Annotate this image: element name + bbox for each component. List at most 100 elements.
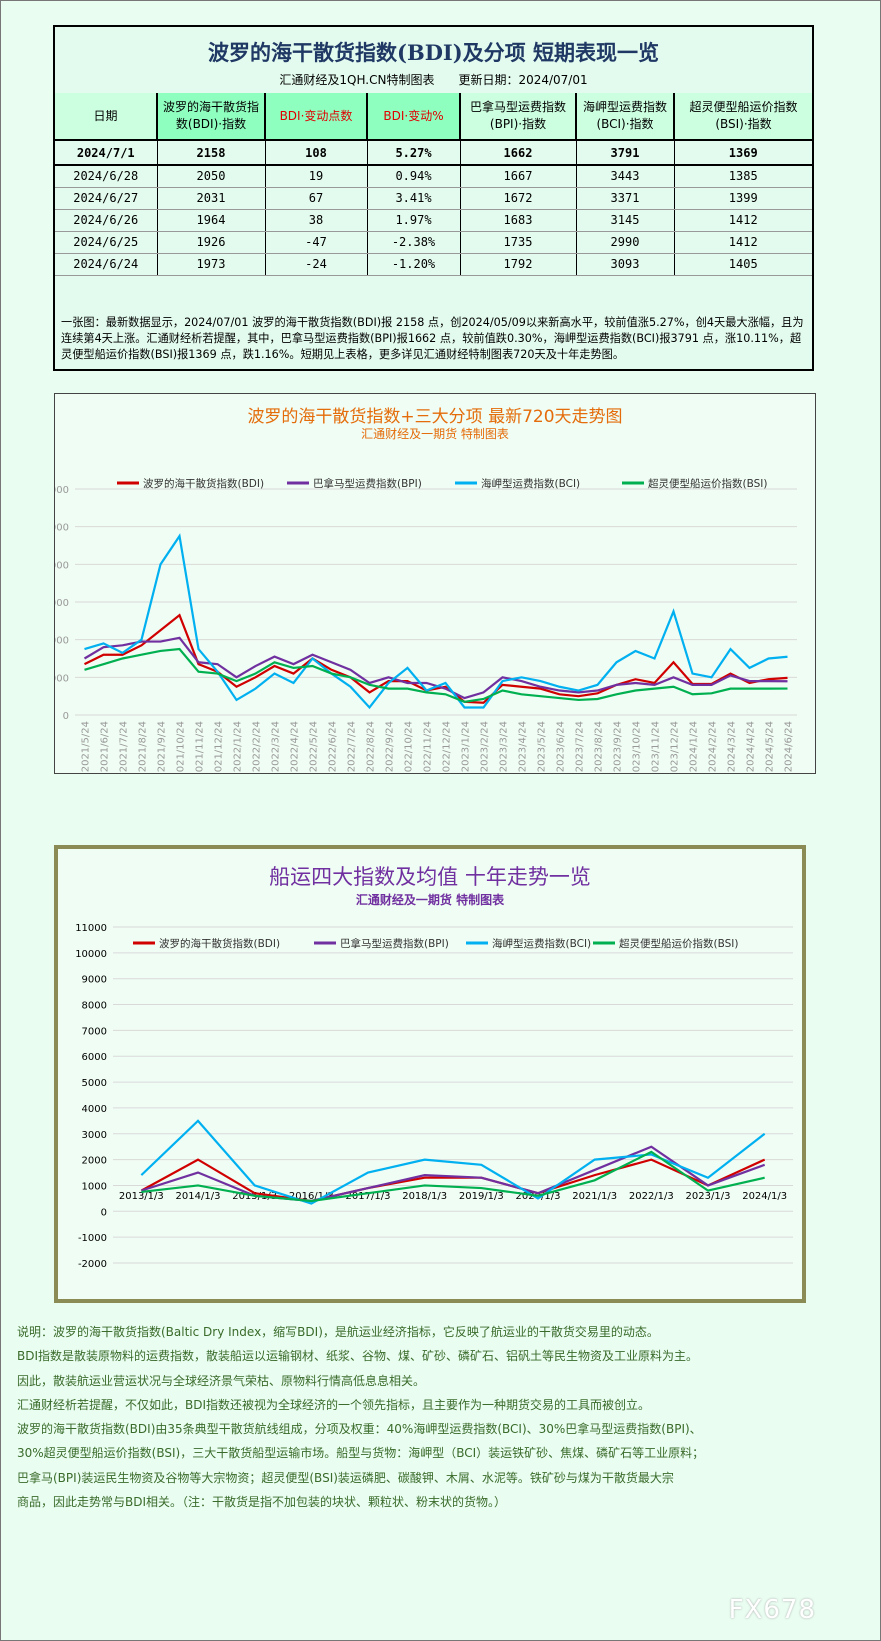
x-tick-label: 2023/2/24 xyxy=(480,721,491,772)
y-tick-label: 0 xyxy=(101,1207,107,1218)
x-tick-label: 2023/1/3 xyxy=(686,1191,731,1202)
description-line: 商品，因此走势常与BDI相关。（注：干散货是指不加包装的块状、颗粒状、粉末状的货… xyxy=(17,1495,507,1510)
legend-label: 巴拿马型运费指数(BPI) xyxy=(313,477,422,490)
table-cell: 2024/6/27 xyxy=(55,187,157,210)
y-tick-label: 2000 xyxy=(55,673,69,684)
table-cell: 1964 xyxy=(156,209,265,232)
legend-label: 波罗的海干散货指数(BDI) xyxy=(143,477,264,490)
description-line: 30%超灵便型船运价指数(BSI)，三大干散货船型运输市场。船型与货物：海岬型（… xyxy=(17,1446,705,1461)
x-tick-label: 2021/9/24 xyxy=(157,721,168,772)
table-cell: 2990 xyxy=(575,231,674,254)
chart1-subtitle: 汇通财经及一期货 特制图表 xyxy=(361,427,509,441)
x-tick-label: 2021/12/24 xyxy=(214,721,225,773)
col-date: 日期 xyxy=(55,93,157,141)
x-tick-label: 2024/5/24 xyxy=(765,721,776,772)
chart-720-days: 波罗的海干散货指数+三大分项 最新720天走势图 汇通财经及一期货 特制图表 0… xyxy=(54,393,816,774)
table-cell: 2158 xyxy=(156,140,265,166)
table-subtitle: 汇通财经及1QH.CN特制图表 更新日期：2024/07/01 xyxy=(279,73,588,87)
y-tick-label: 10000 xyxy=(75,949,107,960)
table-cell: 3145 xyxy=(575,209,674,232)
table-cell: -47 xyxy=(264,231,367,254)
table-cell: 108 xyxy=(264,140,367,166)
table-cell: 5.27% xyxy=(366,140,460,166)
chart1-plot: 0 2000 4000 6000 8000 10000 12000 2021/5/24 2021… xyxy=(55,477,797,773)
x-tick-label: 2024/1/3 xyxy=(742,1191,787,1202)
x-tick-label: 2021/10/24 xyxy=(176,721,187,773)
y-tick-label: 11000 xyxy=(75,923,107,934)
col-bpi: 巴拿马型运费指数(BPI)·指数 xyxy=(459,93,576,141)
legend-label: 超灵便型船运价指数(BSI) xyxy=(619,937,738,950)
x-tick-label: 2018/1/3 xyxy=(402,1191,447,1202)
x-tick-label: 2023/12/24 xyxy=(670,721,681,773)
y-tick-label: -2000 xyxy=(78,1259,107,1270)
table-cell: 3.41% xyxy=(366,187,460,210)
series-line xyxy=(84,613,788,704)
y-tick-label: 4000 xyxy=(82,1104,107,1115)
x-tick-label: 2024/1/24 xyxy=(689,721,700,772)
description-line: 因此，散装航运业营运状况与全球经济景气荣枯、原物料行情高低息息相关。 xyxy=(17,1373,426,1388)
col-bdi-change-pct: BDI·变动% xyxy=(366,93,460,141)
col-bdi-change: BDI·变动点数 xyxy=(264,93,367,141)
chart2-subtitle: 汇通财经及一期货 特制图表 xyxy=(355,893,505,907)
x-tick-label: 2022/5/24 xyxy=(309,721,320,772)
legend-label: 海岬型运费指数(BCI) xyxy=(481,477,580,490)
x-tick-label: 2021/11/24 xyxy=(195,721,206,773)
y-tick-label: 1000 xyxy=(82,1181,107,1192)
legend-label: 海岬型运费指数(BCI) xyxy=(492,937,591,950)
x-tick-label: 2022/3/24 xyxy=(271,721,282,772)
table-cell: -2.38% xyxy=(366,231,460,254)
x-tick-label: 2021/7/24 xyxy=(119,721,130,772)
legend-label: 巴拿马型运费指数(BPI) xyxy=(340,937,449,950)
table-cell: 1926 xyxy=(156,231,265,254)
description: 说明：波罗的海干散货指数(Baltic Dry Index，缩写BDI)，是航运… xyxy=(17,1320,704,1514)
x-tick-label: 2023/1/24 xyxy=(461,721,472,772)
y-tick-label: 5000 xyxy=(82,1078,107,1089)
x-tick-label: 2021/5/24 xyxy=(81,721,92,772)
x-tick-label: 2023/10/24 xyxy=(632,721,643,773)
table-cell: 67 xyxy=(264,187,367,210)
table-cell: 2024/6/25 xyxy=(55,231,157,254)
x-tick-label: 2017/1/3 xyxy=(346,1191,391,1202)
x-tick-label: 2024/4/24 xyxy=(746,721,757,772)
table-cell: 1683 xyxy=(459,209,576,232)
table-cell: 1412 xyxy=(673,209,812,232)
x-tick-label: 2024/3/24 xyxy=(727,721,738,772)
series-line xyxy=(140,1158,766,1203)
table-cell: 1369 xyxy=(673,140,812,166)
table-cell: 2024/6/26 xyxy=(55,209,157,232)
table-cell: 1662 xyxy=(459,140,576,166)
x-tick-label: 2022/1/24 xyxy=(233,721,244,772)
y-tick-label: 4000 xyxy=(55,636,69,647)
table-cell: 2024/6/28 xyxy=(55,165,157,188)
series-line xyxy=(141,1150,765,1203)
table-cell: 0.94% xyxy=(366,165,460,188)
table-cell: 19 xyxy=(264,165,367,188)
x-tick-label: 2023/7/24 xyxy=(575,721,586,772)
table-cell: 1792 xyxy=(459,253,576,276)
table-cell: 2031 xyxy=(156,187,265,210)
chart2-title: 船运四大指数及均值 十年走势一览 xyxy=(269,865,591,889)
table-row: 2024/6/24 1973 -24 -1.20% 1792 3093 1405 xyxy=(55,253,812,276)
x-tick-label: 2014/1/3 xyxy=(176,1191,221,1202)
chart1-title: 波罗的海干散货指数+三大分项 最新720天走势图 xyxy=(247,407,623,427)
x-tick-label: 2022/9/24 xyxy=(385,721,396,772)
table-cell: -1.20% xyxy=(366,253,460,276)
y-tick-label: 6000 xyxy=(55,598,69,609)
table-cell: 1735 xyxy=(459,231,576,254)
table-cell: 1412 xyxy=(673,231,812,254)
table-row: 2024/6/28 2050 19 0.94% 1667 3443 1385 xyxy=(55,165,812,188)
col-bci: 海岬型运费指数(BCI)·指数 xyxy=(575,93,674,141)
description-line: 说明：波罗的海干散货指数(Baltic Dry Index，缩写BDI)，是航运… xyxy=(17,1325,659,1339)
x-tick-label: 2023/3/24 xyxy=(499,721,510,772)
x-tick-label: 2023/9/24 xyxy=(613,721,624,772)
x-tick-label: 2023/8/24 xyxy=(594,721,605,772)
legend-label: 超灵便型船运价指数(BSI) xyxy=(648,477,767,490)
table-cell: 2050 xyxy=(156,165,265,188)
table-cell: 38 xyxy=(264,209,367,232)
x-tick-label: 2022/12/24 xyxy=(442,721,453,773)
x-tick-label: 2022/2/24 xyxy=(252,721,263,772)
table-cell: 1399 xyxy=(673,187,812,210)
x-tick-label: 2021/8/24 xyxy=(138,721,149,772)
y-tick-label: 7000 xyxy=(82,1026,107,1037)
table-cell: 1405 xyxy=(673,253,812,276)
